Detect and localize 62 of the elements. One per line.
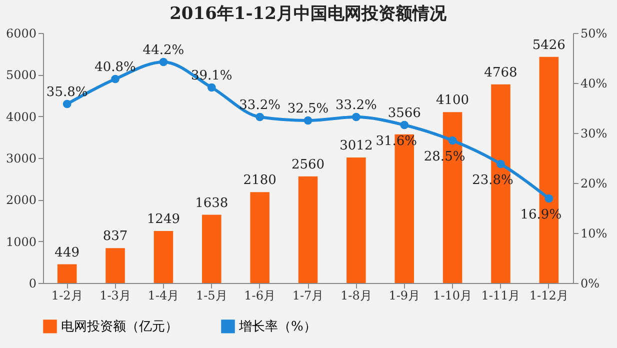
x-tick-label: 1-2月 <box>51 288 83 302</box>
y2-tick-label: 20% <box>580 176 608 190</box>
data-label: 4100 <box>436 93 470 108</box>
y-tick-label: 5000 <box>6 68 36 82</box>
point <box>304 116 312 125</box>
x-tick-label: 1-7月 <box>292 288 324 302</box>
data-label: 3566 <box>388 106 421 121</box>
data-label: 1249 <box>146 212 180 227</box>
point <box>400 120 409 130</box>
y2-tick-label: 10% <box>580 226 608 240</box>
y-tick-label: 0 <box>28 276 36 290</box>
y-tick-label: 6000 <box>6 26 36 40</box>
data-label: 2180 <box>243 173 276 188</box>
data-label: 44.2% <box>142 43 184 58</box>
bar <box>346 158 366 283</box>
bar <box>250 192 270 283</box>
y2-tick-label: 0% <box>580 276 600 290</box>
data-label: 449 <box>54 245 80 260</box>
y-tick-label: 2000 <box>6 193 36 208</box>
bar <box>154 230 174 283</box>
x-tick-label: 1-12月 <box>529 288 568 302</box>
point <box>62 100 72 108</box>
x-tick-label: 1-8月 <box>340 288 372 302</box>
legend-label: 电网投资额（亿元） <box>61 319 178 334</box>
bar <box>106 248 125 283</box>
data-label: 35.8% <box>46 85 88 100</box>
point <box>496 160 505 168</box>
data-label: 32.5% <box>287 102 329 116</box>
data-label: 4768 <box>484 65 518 80</box>
y2-tick-label: 30% <box>580 126 608 140</box>
point <box>207 83 216 92</box>
bar <box>57 264 77 283</box>
point <box>256 112 264 122</box>
y-tick-label: 4000 <box>6 110 36 124</box>
x-tick-label: 1-9月 <box>388 288 420 302</box>
x-tick-label: 1-10月 <box>433 288 472 302</box>
point <box>159 58 168 66</box>
data-label: 5426 <box>532 38 566 53</box>
x-tick-label: 1-3月 <box>100 288 131 302</box>
data-label: 40.8% <box>94 60 136 75</box>
data-label: 3012 <box>340 138 373 154</box>
legend-label: 增长率（%） <box>238 318 316 334</box>
bar <box>202 214 222 283</box>
y2-tick-label: 40% <box>580 76 608 90</box>
x-tick-label: 1-4月 <box>148 288 180 302</box>
data-label: 2560 <box>291 157 325 172</box>
data-label: 33.2% <box>239 98 280 113</box>
y-tick-label: 1000 <box>6 234 36 249</box>
data-label: 1638 <box>195 196 228 211</box>
point <box>448 136 457 145</box>
chart-title: 2016年1-12月中国电网投资额情况 <box>170 4 448 24</box>
x-tick-label: 1-5月 <box>196 288 228 302</box>
x-tick-label: 1-11月 <box>481 288 520 302</box>
point <box>111 74 120 84</box>
point <box>352 112 360 122</box>
data-label: 33.2% <box>336 98 377 113</box>
y-tick-label: 3000 <box>6 152 36 166</box>
y2-tick-label: 50% <box>580 26 608 40</box>
bar <box>298 176 318 283</box>
point <box>544 194 554 203</box>
x-tick-label: 1-6月 <box>244 288 276 302</box>
data-label: 837 <box>102 229 128 244</box>
